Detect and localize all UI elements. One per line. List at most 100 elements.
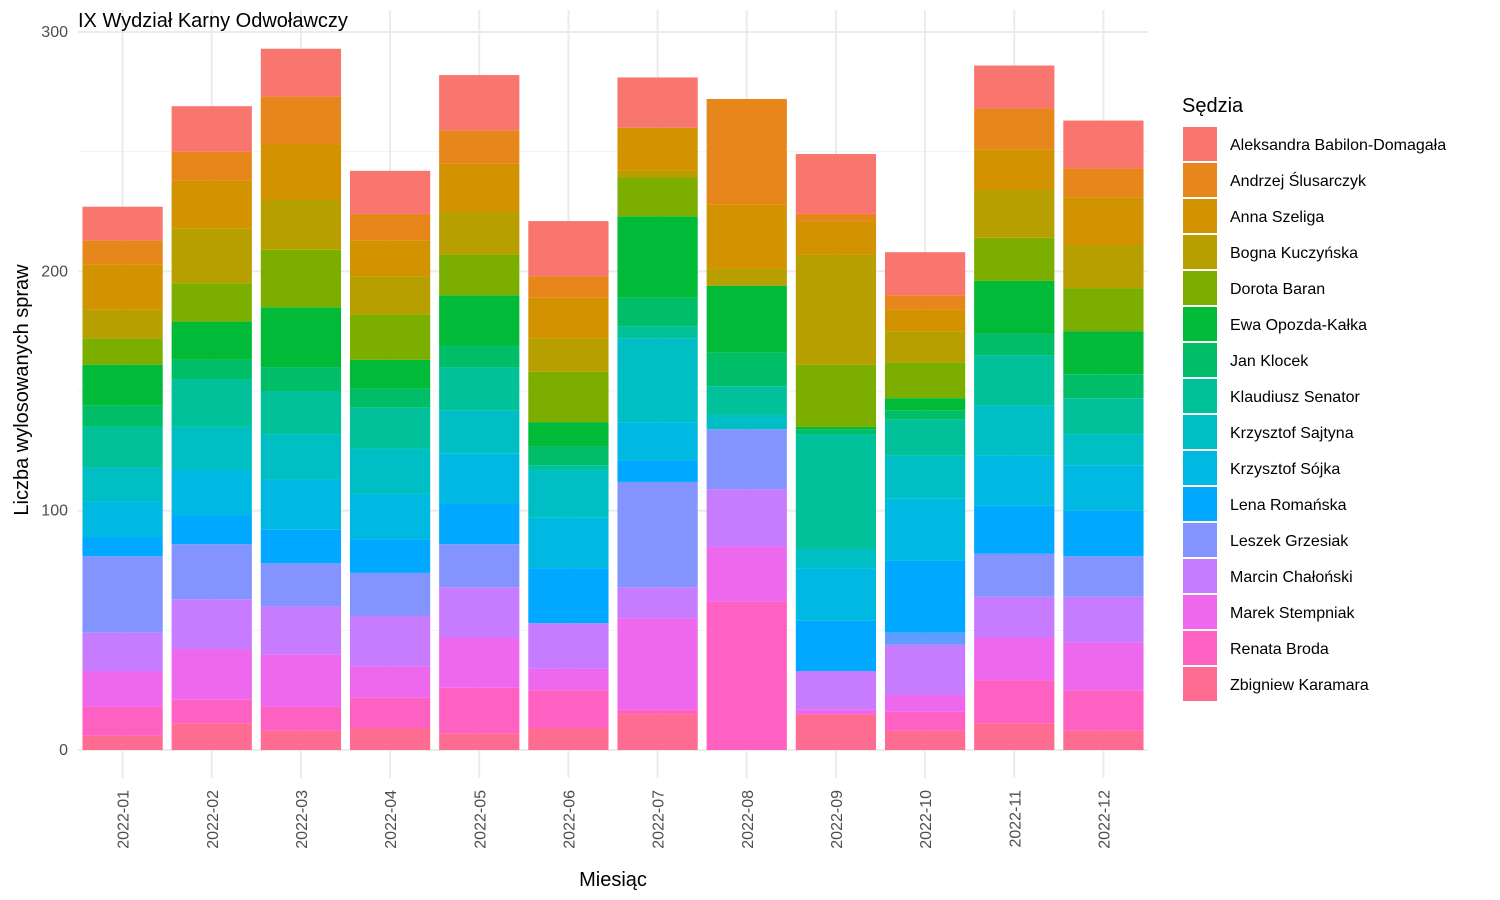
bar-segment bbox=[884, 410, 966, 420]
bar-segment bbox=[706, 601, 787, 750]
bar-segment bbox=[260, 249, 342, 308]
bar-segment bbox=[82, 426, 163, 468]
bar-segment bbox=[706, 414, 787, 430]
x-axis-title: Miesiąc bbox=[579, 869, 647, 891]
bar-segment bbox=[171, 106, 252, 152]
bar-segment bbox=[706, 204, 787, 269]
bar-segment bbox=[260, 479, 342, 530]
bar-segment bbox=[260, 96, 342, 145]
bar-segment bbox=[260, 367, 342, 391]
bar-segment bbox=[82, 467, 163, 502]
bar-segment bbox=[82, 206, 163, 241]
x-tick-label: 2022-12 bbox=[1096, 790, 1113, 849]
bar-segment bbox=[528, 371, 609, 423]
bar-segment bbox=[260, 199, 342, 250]
bar-segment bbox=[617, 422, 698, 461]
bar-segment bbox=[171, 283, 252, 322]
y-tick-label: 200 bbox=[41, 263, 68, 280]
x-tick-label: 2022-04 bbox=[383, 790, 400, 849]
bar-segment bbox=[439, 687, 520, 734]
bar-segment bbox=[171, 379, 252, 427]
bar-segment bbox=[349, 314, 431, 360]
bar-segment bbox=[1063, 596, 1144, 643]
bar-segment bbox=[260, 654, 342, 707]
legend-label: Ewa Opozda-Kałka bbox=[1230, 317, 1367, 334]
bar-segment bbox=[795, 434, 877, 549]
bar-segment bbox=[706, 386, 787, 415]
bar-segment bbox=[617, 714, 698, 750]
bar-segment bbox=[974, 596, 1055, 638]
bar-segment bbox=[1063, 434, 1144, 466]
x-tick-label: 2022-01 bbox=[116, 790, 133, 849]
legend-label: Klaudiusz Senator bbox=[1230, 389, 1361, 406]
bar-segment bbox=[528, 690, 609, 729]
bar-segment bbox=[171, 359, 252, 380]
bar-segment bbox=[82, 706, 163, 736]
bar-segment bbox=[171, 723, 252, 750]
bar-segment bbox=[706, 546, 787, 602]
bar-segment bbox=[528, 297, 609, 339]
y-axis-ticks: 0 100 200 300 bbox=[41, 24, 68, 759]
bar-segment bbox=[1063, 168, 1144, 198]
bar-segment bbox=[974, 455, 1055, 506]
bar-segment bbox=[795, 426, 877, 430]
bar-segment bbox=[795, 620, 877, 672]
bar-segment bbox=[349, 407, 431, 449]
bar-segment bbox=[171, 321, 252, 360]
bar-segment bbox=[82, 556, 163, 633]
bar-segment bbox=[617, 481, 698, 588]
bar-segment bbox=[82, 671, 163, 707]
legend-swatch bbox=[1183, 235, 1217, 269]
bar-segment bbox=[617, 587, 698, 619]
y-tick-label: 0 bbox=[59, 742, 68, 759]
bar-segment bbox=[260, 434, 342, 480]
bar-segment bbox=[974, 333, 1055, 356]
bar-segment bbox=[349, 276, 431, 315]
bar-segment bbox=[617, 326, 698, 339]
bar-segment bbox=[974, 280, 1055, 334]
bar-segment bbox=[795, 429, 877, 435]
bar-segment bbox=[974, 637, 1055, 681]
bar-segment bbox=[82, 240, 163, 265]
x-tick-label: 2022-05 bbox=[472, 790, 489, 849]
bar-segment bbox=[706, 489, 787, 547]
bar-segment bbox=[171, 515, 252, 545]
bar-segment bbox=[974, 505, 1055, 554]
legend-swatch bbox=[1183, 451, 1217, 485]
legend-swatch bbox=[1183, 199, 1217, 233]
bar-segment bbox=[1063, 374, 1144, 399]
bar-segment bbox=[171, 544, 252, 600]
bar-segment bbox=[349, 615, 431, 667]
x-tick-label: 2022-07 bbox=[651, 790, 668, 849]
legend-label: Marcin Chałoński bbox=[1230, 569, 1353, 586]
bar-segment bbox=[349, 213, 431, 241]
bar-segment bbox=[1063, 642, 1144, 691]
bar-segment bbox=[349, 539, 431, 573]
bar-segment bbox=[617, 709, 698, 715]
bar-segment bbox=[260, 606, 342, 655]
bar-segment bbox=[528, 446, 609, 466]
bar-segment bbox=[706, 352, 787, 387]
bar-segment bbox=[795, 568, 877, 621]
bar-segment bbox=[171, 180, 252, 229]
bar-segment bbox=[528, 623, 609, 669]
bar-segment bbox=[884, 711, 966, 731]
bar-segment bbox=[617, 460, 698, 482]
bar-segment bbox=[439, 254, 520, 296]
legend-label: Dorota Baran bbox=[1230, 281, 1325, 298]
bar-segment bbox=[1063, 556, 1144, 597]
x-axis-ticks: 2022-01 2022-02 2022-03 2022-04 2022-05 2022-… bbox=[116, 790, 1114, 849]
bar-segment bbox=[349, 666, 431, 698]
bar-segment bbox=[82, 338, 163, 365]
bar-segment bbox=[974, 237, 1055, 281]
y-tick-label: 300 bbox=[41, 24, 68, 41]
bar-segment bbox=[171, 469, 252, 516]
bar-segment bbox=[439, 345, 520, 368]
y-tick-label: 100 bbox=[41, 503, 68, 520]
bar-segment bbox=[884, 644, 966, 695]
bar-segment bbox=[439, 295, 520, 346]
bar-segment bbox=[528, 276, 609, 298]
legend-swatch bbox=[1183, 379, 1217, 413]
bar-segment bbox=[260, 706, 342, 731]
